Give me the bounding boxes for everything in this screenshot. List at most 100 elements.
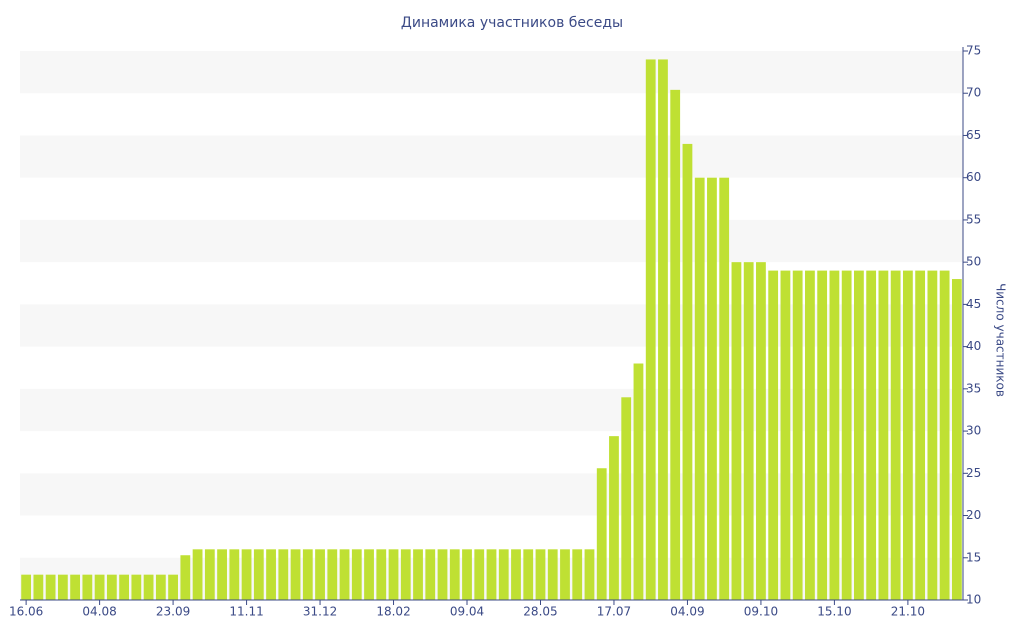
bar [388, 549, 399, 600]
y-tick-label: 10 [966, 593, 981, 607]
bar [204, 549, 215, 600]
bar [302, 549, 313, 600]
bar [866, 270, 877, 600]
y-tick-label: 45 [966, 297, 981, 311]
bar [841, 270, 852, 600]
bar [902, 270, 913, 600]
x-tick-label: 18.02 [376, 605, 410, 619]
y-axis-label: Число участников [994, 283, 1008, 397]
x-tick-label: 28.05 [523, 605, 557, 619]
x-tick-label: 21.10 [891, 605, 925, 619]
bar [168, 574, 178, 600]
bar [817, 270, 828, 600]
bar [217, 549, 227, 600]
bar [241, 549, 252, 600]
bar [854, 270, 864, 600]
bar [106, 574, 117, 600]
bar [192, 549, 203, 600]
bar [768, 270, 779, 600]
bar [633, 363, 644, 600]
bar [413, 549, 423, 600]
bar [278, 549, 289, 600]
y-tick-label: 55 [966, 212, 981, 226]
bar [756, 262, 766, 600]
bar [707, 177, 717, 600]
bar [805, 270, 815, 600]
bar [229, 549, 240, 600]
y-tick-label: 60 [966, 170, 981, 184]
bar [339, 549, 350, 600]
bar [670, 89, 681, 601]
x-tick-label: 09.10 [744, 605, 778, 619]
bar [596, 468, 607, 600]
bar [266, 549, 276, 600]
bar [143, 574, 154, 600]
y-tick-label: 25 [966, 466, 981, 480]
bar [437, 549, 448, 600]
bar [719, 177, 730, 600]
bar [890, 270, 901, 600]
bar [474, 549, 485, 600]
bar [951, 279, 962, 600]
y-tick-label: 70 [966, 86, 981, 100]
bar [609, 436, 619, 600]
bar [351, 549, 362, 600]
bar [584, 549, 595, 600]
bar [290, 549, 301, 600]
bar [535, 549, 546, 600]
x-tick-label: 04.09 [670, 605, 704, 619]
bar [376, 549, 387, 600]
bar [155, 574, 166, 600]
bar [658, 59, 668, 600]
bar [327, 549, 338, 600]
bar [547, 549, 558, 600]
y-tick-label: 40 [966, 339, 981, 353]
bar [572, 549, 583, 600]
bar [694, 177, 705, 600]
bar [486, 549, 497, 600]
grid-band [20, 219, 963, 263]
bar [94, 574, 105, 600]
bar [400, 549, 411, 600]
bar [180, 555, 191, 600]
y-tick-label: 20 [966, 508, 981, 522]
bar [829, 270, 840, 600]
bar [927, 270, 938, 600]
y-tick-label: 50 [966, 255, 981, 269]
y-tick-label: 65 [966, 128, 981, 142]
grid-band [20, 51, 963, 94]
bar [425, 549, 436, 600]
bar [33, 574, 44, 600]
bar [780, 270, 791, 600]
bar [645, 59, 656, 600]
bar [682, 143, 693, 600]
x-tick-label: 15.10 [817, 605, 851, 619]
chart-title: Динамика участников беседы [401, 15, 623, 31]
x-tick-label: 09.04 [450, 605, 484, 619]
bar [119, 574, 129, 600]
x-tick-label: 23.09 [156, 605, 190, 619]
x-tick-label: 16.06 [9, 605, 43, 619]
bar [131, 574, 142, 600]
x-tick-label: 17.07 [597, 605, 631, 619]
bar [511, 549, 521, 600]
bar [253, 549, 264, 600]
bar [45, 574, 56, 600]
bar [21, 574, 32, 600]
x-tick-label: 31.12 [303, 605, 337, 619]
bar [364, 549, 374, 600]
bar [731, 262, 742, 600]
bar [315, 549, 325, 600]
x-tick-label: 11.11 [229, 605, 263, 619]
bar [523, 549, 534, 600]
bar [498, 549, 509, 600]
bar [878, 270, 889, 600]
bar [743, 262, 754, 600]
bar [939, 270, 950, 600]
bar [621, 397, 632, 600]
bar [915, 270, 926, 600]
y-tick-label: 30 [966, 424, 981, 438]
x-tick-label: 04.08 [82, 605, 116, 619]
bar [449, 549, 460, 600]
